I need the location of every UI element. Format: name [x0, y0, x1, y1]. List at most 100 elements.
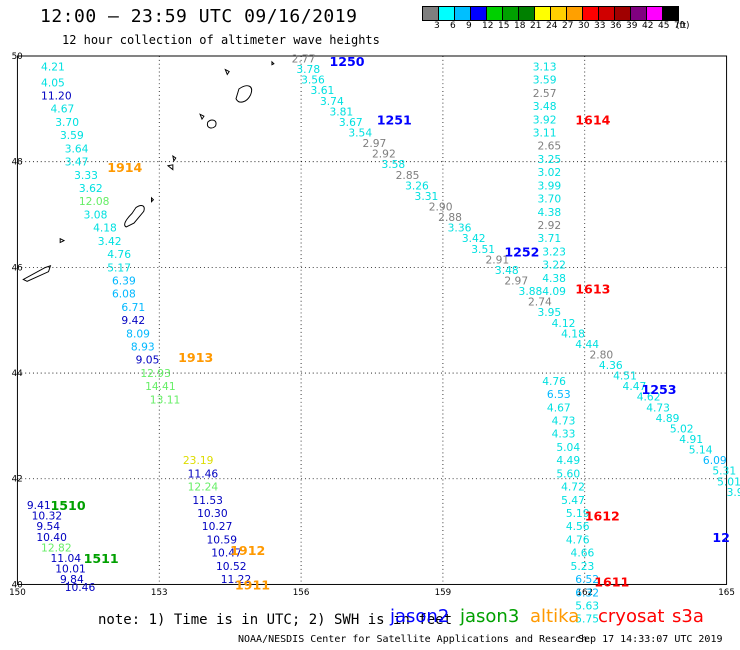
wave-height-value: 4.36 [599, 359, 623, 372]
colorbar-label: 3 [434, 21, 440, 31]
y-tick-label: 50 [12, 52, 23, 62]
wave-height-value: 3.74 [320, 95, 344, 108]
wave-height-value: 3.54 [348, 127, 372, 140]
legend-jason2: jason2 [390, 606, 450, 627]
generated-timestamp: Sep 17 14:33:07 UTC 2019 [578, 634, 723, 645]
wave-height-value: 4.38 [537, 206, 561, 219]
pass-label: 1252 [504, 244, 539, 259]
colorbar-swatch [551, 7, 567, 20]
wave-height-value: 3.78 [296, 63, 320, 76]
wave-height-value: 2.92 [372, 148, 396, 161]
wave-height-value: 2.88 [438, 211, 462, 224]
pass-label: 1612 [585, 509, 620, 524]
pass-label: 1914 [107, 160, 142, 175]
wave-height-value: 10.40 [36, 531, 67, 544]
y-tick-label: 46 [12, 263, 23, 273]
wave-height-value: 3.48 [533, 100, 557, 113]
wave-height-value: 3.42 [98, 235, 122, 248]
wave-height-value: 4.76 [566, 533, 590, 546]
island-outline [124, 205, 145, 228]
x-tick-label: 150 [9, 588, 26, 598]
wave-height-value: 3.70 [55, 116, 79, 129]
wave-height-value: 4.76 [542, 375, 566, 388]
colorbar-swatch [583, 7, 599, 20]
wave-height-value: 4.47 [623, 380, 647, 393]
colorbar-label: 27 [562, 21, 574, 31]
colorbar-swatch [487, 7, 503, 20]
wave-height-value: 10.52 [216, 560, 247, 573]
wave-height-value: 2.77 [292, 53, 316, 66]
wave-height-value: 11.04 [51, 552, 82, 565]
x-tick-label: 162 [576, 588, 593, 598]
altimeter-tracks: 4.214.0511.204.673.703.593.643.473.333.6… [27, 53, 740, 626]
wave-height-value: 3.58 [381, 158, 405, 171]
colorbar-label: 36 [610, 21, 622, 31]
colorbar-swatch [567, 7, 583, 20]
wave-height-value: 5.17 [107, 261, 131, 274]
wave-height-value: 6.52 [575, 573, 599, 586]
wave-height-value: 13.11 [150, 393, 181, 406]
credit-line: NOAA/NESDIS Center for Satellite Applica… [238, 634, 588, 645]
wave-height-value: 8.09 [126, 327, 150, 340]
y-tick-label: 48 [12, 158, 23, 168]
wave-height-value: 3.81 [329, 105, 353, 118]
colorbar-swatch [439, 7, 455, 20]
wave-height-value: 14.41 [145, 380, 176, 393]
colorbar-label: 15 [498, 21, 510, 31]
plot-frame [16, 55, 728, 585]
wave-height-value: 6.09 [703, 454, 727, 467]
pass-label: 1253 [641, 382, 676, 397]
map-subtitle: 12 hour collection of altimeter wave hei… [62, 33, 380, 47]
wave-height-value: 5.60 [556, 467, 580, 480]
colorbar-label: 33 [594, 21, 606, 31]
wave-height-value: 3.42 [462, 232, 486, 245]
colorbar-label: 39 [626, 21, 638, 31]
wave-height-value: 6.08 [112, 288, 136, 301]
wave-height-value: 4.62 [637, 391, 661, 404]
island-outline [166, 164, 174, 171]
wave-height-value: 2.92 [537, 219, 561, 232]
colorbar-label: 24 [546, 21, 558, 31]
pass-labels: 1250 1251 1252 1253 12 1614 1613 1612 1611 1914 19… [51, 54, 730, 592]
island-outline [271, 60, 275, 66]
colorbar-label: 30 [578, 21, 590, 31]
colorbar-label: 45 [658, 21, 670, 31]
wave-height-value: 5.19 [566, 507, 590, 520]
wave-height-value: 12.93 [140, 367, 171, 380]
wave-height-value: 4.38 [542, 272, 566, 285]
wave-height-value: 2.65 [537, 140, 561, 153]
y-tick-label: 44 [12, 369, 24, 379]
map-title: 12:00 – 23:59 UTC 09/16/2019 [40, 6, 358, 27]
wave-height-value: 10.30 [197, 507, 228, 520]
wave-height-value: 10.32 [32, 510, 63, 523]
wave-height-value: 2.74 [528, 296, 552, 309]
colorbar-swatch [535, 7, 551, 20]
wave-height-value: 3.64 [65, 142, 89, 155]
pass-label: 1913 [178, 350, 213, 365]
wave-height-value: 3.31 [415, 190, 439, 203]
island-outline [199, 113, 205, 121]
wave-height-value: 5.63 [575, 599, 599, 612]
colorbar-label: 42 [642, 21, 654, 31]
wave-height-value: 3.48 [495, 264, 519, 277]
wave-height-value: 11.22 [221, 573, 252, 586]
wave-height-value: 4.18 [561, 327, 585, 340]
wave-height-value: 4.91 [679, 433, 703, 446]
wave-height-value: 5.75 [575, 613, 599, 626]
track-1614: 3.133.592.573.483.923.112.653.253.023.99… [533, 60, 566, 298]
height-colorbar [422, 6, 679, 21]
wave-height-value: 4.09 [542, 285, 566, 298]
wave-height-value: 3.97 [727, 486, 740, 499]
wave-height-value: 3.11 [533, 127, 557, 140]
y-tick-label: 40 [12, 580, 23, 590]
wave-height-value: 6.32 [575, 586, 599, 599]
colorbar-swatch [519, 7, 535, 20]
x-tick-label: 153 [151, 588, 168, 598]
wave-height-value: 4.49 [556, 454, 580, 467]
wave-height-value: 5.14 [689, 444, 713, 457]
colorbar-swatch [615, 7, 631, 20]
wave-height-value: 10.27 [202, 520, 233, 533]
colorbar-label: 9 [466, 21, 472, 31]
axis-ticks: 150 153 156 159 162 165 50 48 46 44 42 40 [9, 52, 735, 598]
wave-height-value: 11.53 [192, 494, 223, 507]
